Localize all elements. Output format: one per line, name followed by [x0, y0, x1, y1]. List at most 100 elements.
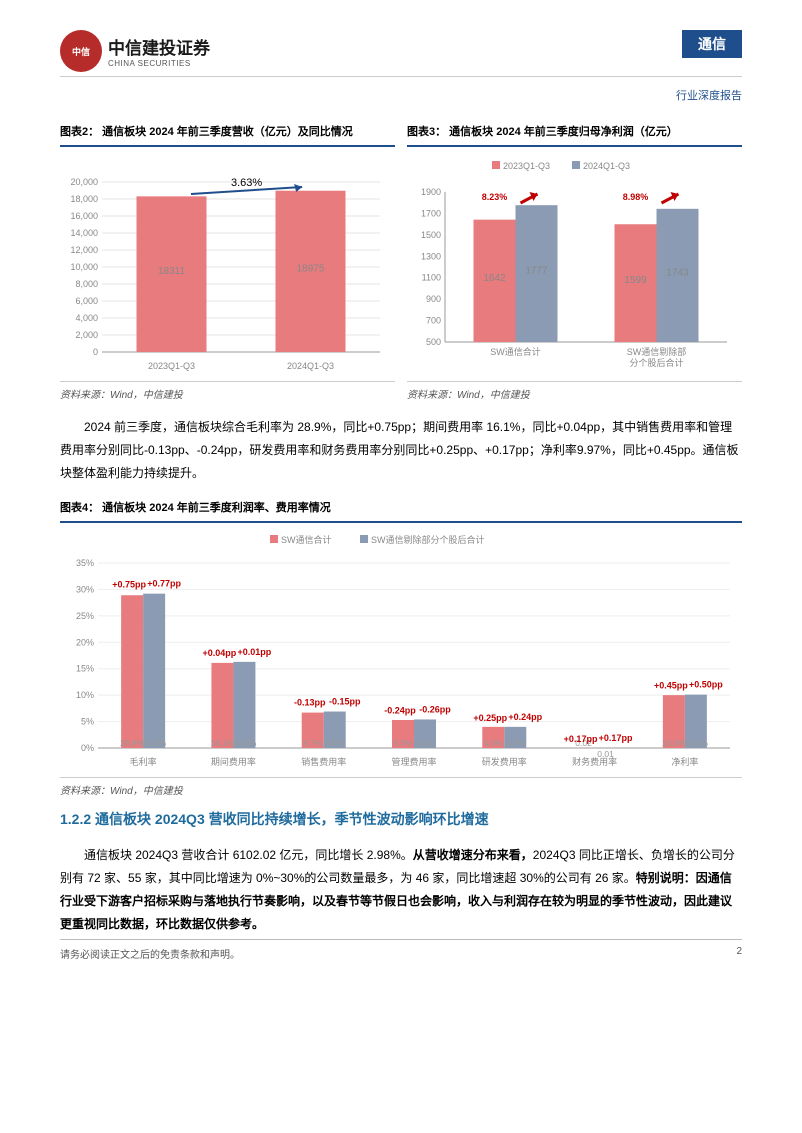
- svg-text:1777: 1777: [525, 266, 548, 277]
- p2-bold1: 从营收增速分布来看，: [413, 848, 533, 862]
- svg-text:4,000: 4,000: [75, 313, 98, 323]
- report-type: 行业深度报告: [60, 81, 742, 123]
- chart4: 图表4： 通信板块 2024 年前三季度利润率、费用率情况 SW通信合计SW通信…: [60, 499, 742, 797]
- svg-text:18,000: 18,000: [70, 194, 98, 204]
- svg-text:10%: 10%: [76, 691, 94, 701]
- chart4-title: 图表4： 通信板块 2024 年前三季度利润率、费用率情况: [60, 499, 742, 523]
- chart4-source: 资料来源：Wind，中信建投: [60, 777, 742, 797]
- svg-text:8.98%: 8.98%: [623, 192, 649, 202]
- svg-text:25%: 25%: [76, 611, 94, 621]
- svg-text:15%: 15%: [76, 664, 94, 674]
- svg-text:1300: 1300: [421, 251, 441, 261]
- svg-text:SW通信合计: SW通信合计: [281, 534, 332, 545]
- chart2: 图表2： 通信板块 2024 年前三季度营收（亿元）及同比情况 0 2,000 4,…: [60, 123, 395, 401]
- svg-text:5.3%: 5.3%: [393, 738, 413, 748]
- svg-text:毛利率: 毛利率: [130, 756, 157, 767]
- svg-text:财务费用率: 财务费用率: [572, 756, 617, 767]
- svg-text:10.0%: 10.0%: [662, 738, 687, 748]
- svg-text:28.9%: 28.9%: [120, 738, 145, 748]
- svg-text:+0.45pp: +0.45pp: [654, 681, 688, 691]
- chart2-area: 02,0004,0006,0008,00010,00012,00014,0001…: [60, 157, 395, 377]
- logo-en: CHINA SECURITIES: [108, 59, 210, 68]
- svg-text:18311: 18311: [158, 266, 186, 277]
- svg-text:分个股后合计: 分个股后合计: [629, 357, 683, 368]
- svg-text:20%: 20%: [76, 638, 94, 648]
- svg-text:1100: 1100: [422, 273, 441, 283]
- svg-text:+0.24pp: +0.24pp: [508, 712, 542, 722]
- footer-left: 请务必阅读正文之后的免责条款和声明。: [60, 946, 240, 961]
- svg-text:16.3%: 16.3%: [232, 738, 257, 748]
- svg-text:SW通信合计: SW通信合计: [490, 346, 541, 357]
- svg-text:销售费用率: 销售费用率: [301, 756, 346, 767]
- svg-text:16,000: 16,000: [70, 211, 98, 221]
- chart2-title: 图表2： 通信板块 2024 年前三季度营收（亿元）及同比情况: [60, 123, 395, 147]
- footer-page-num: 2: [736, 946, 742, 961]
- footer: 请务必阅读正文之后的免责条款和声明。 2: [60, 939, 742, 961]
- svg-text:SW通信剔除部: SW通信剔除部: [627, 346, 687, 357]
- chart3-title: 图表3： 通信板块 2024 年前三季度归母净利润（亿元）: [407, 123, 742, 147]
- svg-text:10.1%: 10.1%: [684, 738, 709, 748]
- svg-text:净利率: 净利率: [671, 756, 698, 767]
- logo-cn: 中信建投证券: [108, 34, 210, 59]
- svg-text:5.4%: 5.4%: [415, 738, 435, 748]
- svg-text:3.63%: 3.63%: [231, 177, 262, 189]
- svg-text:+0.17pp: +0.17pp: [599, 733, 633, 743]
- svg-text:8.23%: 8.23%: [482, 192, 508, 202]
- svg-text:18975: 18975: [297, 263, 325, 274]
- svg-text:1599: 1599: [624, 275, 647, 286]
- svg-text:900: 900: [426, 294, 441, 304]
- paragraph-1: 2024 前三季度，通信板块综合毛利率为 28.9%，同比+0.75pp；期间费…: [60, 416, 742, 484]
- svg-text:10,000: 10,000: [70, 262, 98, 272]
- section-title: 1.2.2 通信板块 2024Q3 营收同比持续增长，季节性波动影响环比增速: [60, 809, 742, 829]
- chart2-svg: 02,0004,0006,0008,00010,00012,00014,0001…: [60, 157, 390, 377]
- svg-text:SW通信剔除部分个股后合计: SW通信剔除部分个股后合计: [371, 534, 485, 545]
- svg-text:16.1%: 16.1%: [210, 738, 235, 748]
- p2-pre: 通信板块 2024Q3 营收合计 6102.02 亿元，同比增长 2.98%。: [84, 848, 413, 862]
- svg-text:1500: 1500: [421, 230, 441, 240]
- svg-text:研发费用率: 研发费用率: [482, 756, 527, 767]
- svg-text:-0.24pp: -0.24pp: [384, 706, 416, 716]
- svg-text:1642: 1642: [483, 273, 506, 284]
- svg-text:30%: 30%: [76, 585, 94, 595]
- chart4-area: SW通信合计 SW通信剔除部分个股后合计 0% 5% 10% 15% 20% 25% 30% 35…: [60, 533, 742, 773]
- svg-text:2023Q1-Q3: 2023Q1-Q3: [503, 161, 550, 171]
- svg-text:管理费用率: 管理费用率: [391, 756, 436, 767]
- svg-text:700: 700: [426, 316, 441, 326]
- svg-text:0%: 0%: [81, 743, 94, 753]
- svg-text:12,000: 12,000: [70, 245, 98, 255]
- svg-text:-0.15pp: -0.15pp: [329, 697, 361, 707]
- svg-text:1743: 1743: [666, 267, 689, 278]
- logo-badge-text: 中信: [72, 46, 90, 57]
- svg-text:5%: 5%: [81, 717, 94, 727]
- svg-text:500: 500: [426, 337, 441, 347]
- svg-text:+0.25pp: +0.25pp: [473, 713, 507, 723]
- svg-text:0: 0: [93, 347, 98, 357]
- svg-text:6.9%: 6.9%: [325, 738, 345, 748]
- svg-text:4.0%: 4.0%: [506, 738, 526, 748]
- svg-text:+0.17pp: +0.17pp: [564, 734, 598, 744]
- chart2-source: 资料来源：Wind，中信建投: [60, 381, 395, 401]
- svg-text:2,000: 2,000: [75, 330, 98, 340]
- chart3-area: 2023Q1-Q3 2024Q1-Q3 500 700 900 1100 1300 1500 1…: [407, 157, 742, 377]
- logo-icon: 中信: [60, 30, 102, 72]
- chart4-svg: SW通信合计 SW通信剔除部分个股后合计 0% 5% 10% 15% 20% 25% 30% 35…: [60, 533, 740, 773]
- svg-text:4.0%: 4.0%: [484, 738, 504, 748]
- page: 中信 中信建投证券 CHINA SECURITIES 通信 行业深度报告 图表2…: [0, 0, 802, 981]
- svg-text:2023Q1-Q3: 2023Q1-Q3: [148, 361, 195, 371]
- svg-text:+0.04pp: +0.04pp: [203, 648, 237, 658]
- svg-text:2024Q1-Q3: 2024Q1-Q3: [583, 161, 630, 171]
- chart3-svg: 2023Q1-Q3 2024Q1-Q3 500 700 900 1100 1300 1500 1…: [407, 157, 737, 377]
- category-badge: 通信: [682, 30, 742, 58]
- svg-text:20,000: 20,000: [70, 177, 98, 187]
- logo-text: 中信建投证券 CHINA SECURITIES: [108, 34, 210, 68]
- svg-text:+0.01pp: +0.01pp: [238, 647, 272, 657]
- svg-text:14,000: 14,000: [70, 228, 98, 238]
- svg-text:1900: 1900: [421, 187, 441, 197]
- svg-text:-0.13pp: -0.13pp: [294, 698, 326, 708]
- svg-text:期间费用率: 期间费用率: [211, 756, 256, 767]
- paragraph-2: 通信板块 2024Q3 营收合计 6102.02 亿元，同比增长 2.98%。从…: [60, 844, 742, 935]
- charts-row-top: 图表2： 通信板块 2024 年前三季度营收（亿元）及同比情况 0 2,000 4,…: [60, 123, 742, 401]
- header: 中信 中信建投证券 CHINA SECURITIES 通信: [60, 30, 742, 77]
- svg-text:35%: 35%: [76, 558, 94, 568]
- svg-text:+0.77pp: +0.77pp: [147, 579, 181, 589]
